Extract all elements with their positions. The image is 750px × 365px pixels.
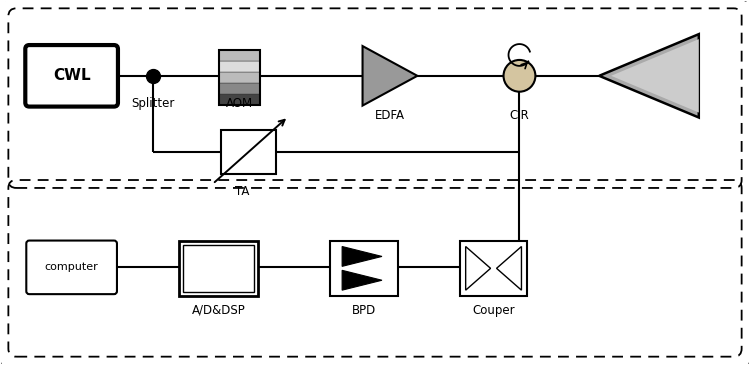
Bar: [218, 94, 260, 105]
Bar: [183, 245, 254, 292]
Text: TA: TA: [236, 185, 250, 199]
Bar: [220, 130, 276, 174]
Polygon shape: [466, 246, 490, 290]
Bar: [460, 241, 527, 296]
Polygon shape: [611, 39, 699, 112]
Text: CIR: CIR: [509, 109, 530, 122]
Text: Splitter: Splitter: [131, 97, 175, 110]
Circle shape: [503, 60, 536, 92]
Bar: [178, 241, 259, 296]
FancyBboxPatch shape: [26, 241, 117, 294]
Bar: [218, 83, 260, 94]
Polygon shape: [342, 246, 382, 266]
Text: Couper: Couper: [472, 304, 514, 316]
Text: AOM: AOM: [226, 97, 253, 110]
Polygon shape: [496, 246, 521, 290]
Text: CWL: CWL: [53, 68, 91, 83]
Bar: [218, 50, 260, 61]
Bar: [218, 61, 260, 72]
FancyBboxPatch shape: [26, 45, 118, 107]
Text: computer: computer: [45, 262, 98, 272]
Bar: [330, 241, 398, 296]
Bar: [218, 50, 260, 105]
Bar: [218, 72, 260, 83]
Text: BPD: BPD: [352, 304, 376, 316]
Polygon shape: [342, 270, 382, 290]
Text: EDFA: EDFA: [375, 109, 405, 122]
Text: A/D&DSP: A/D&DSP: [192, 304, 245, 316]
Polygon shape: [599, 34, 699, 118]
Polygon shape: [362, 46, 417, 105]
